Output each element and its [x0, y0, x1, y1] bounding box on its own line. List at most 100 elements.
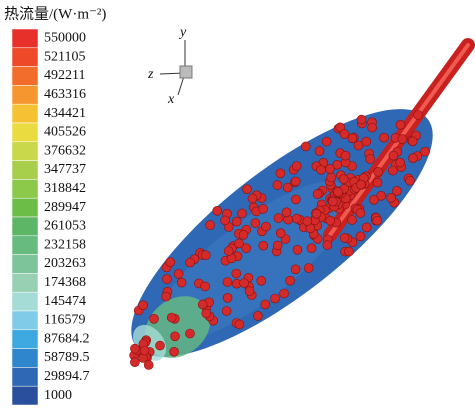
- particle: [276, 229, 285, 238]
- particle: [374, 167, 383, 176]
- legend-label: 261053: [44, 219, 86, 234]
- particle: [339, 175, 348, 184]
- particle: [313, 190, 322, 199]
- particle: [213, 206, 222, 215]
- particle: [162, 292, 171, 301]
- legend-swatch: [12, 292, 38, 311]
- legend-swatch: [12, 386, 38, 405]
- particle: [201, 251, 210, 260]
- particle: [238, 209, 247, 218]
- particle: [232, 217, 241, 226]
- axis-label: z: [147, 67, 154, 82]
- particle: [304, 264, 313, 273]
- particle: [224, 247, 233, 256]
- legend-label: 116579: [44, 313, 85, 328]
- legend-label: 318842: [44, 181, 86, 196]
- particle: [245, 287, 254, 296]
- particle: [232, 269, 241, 278]
- particle: [303, 217, 312, 226]
- particle: [261, 300, 270, 309]
- particle: [340, 130, 349, 139]
- particle: [380, 133, 389, 142]
- particle: [322, 137, 331, 146]
- legend-label: 87684.2: [44, 331, 90, 346]
- legend-label: 289947: [44, 200, 86, 215]
- particle: [276, 169, 285, 178]
- triad-cube: [180, 66, 192, 78]
- legend-swatch: [12, 236, 38, 255]
- particle: [293, 245, 302, 254]
- particle: [201, 282, 210, 291]
- particle: [414, 111, 423, 120]
- legend-label: 550000: [44, 31, 86, 46]
- particle: [325, 164, 334, 173]
- axis-label: x: [167, 92, 175, 107]
- particle: [348, 134, 357, 143]
- particle: [408, 137, 417, 146]
- legend-label: 492211: [44, 68, 85, 83]
- particle: [280, 289, 289, 298]
- screenshot: y z x 热流量/(W·m⁻²) 5500005211054922114633…: [0, 0, 475, 406]
- particle: [406, 176, 415, 185]
- particle: [202, 309, 211, 318]
- particle: [273, 181, 282, 190]
- particle: [139, 301, 148, 310]
- legend-label: 232158: [44, 237, 86, 252]
- particle: [198, 300, 207, 309]
- particle: [166, 258, 175, 267]
- legend-label: 203263: [44, 256, 86, 271]
- particle: [162, 275, 171, 284]
- particle: [130, 358, 139, 367]
- particle: [292, 162, 301, 171]
- legend-label: 376632: [44, 143, 86, 158]
- particle: [356, 209, 365, 218]
- legend-swatch: [12, 198, 38, 217]
- particle: [389, 151, 398, 160]
- legend-label: 521105: [44, 49, 85, 64]
- particle: [396, 120, 405, 129]
- legend-label: 463316: [44, 87, 86, 102]
- particle: [167, 313, 176, 322]
- particle: [283, 183, 292, 192]
- particle: [307, 244, 316, 253]
- legend-swatch: [12, 311, 38, 330]
- legend-swatch: [12, 367, 38, 386]
- particle: [257, 276, 266, 285]
- particle: [362, 223, 371, 232]
- particle: [326, 216, 335, 225]
- particle: [259, 204, 268, 213]
- particle: [348, 216, 357, 225]
- particle: [328, 197, 337, 206]
- particle: [273, 241, 282, 250]
- particle: [274, 214, 283, 223]
- legend-label: 58789.5: [44, 350, 90, 365]
- legend-title: 热流量/(W·m⁻²): [4, 5, 106, 22]
- legend-label: 347737: [44, 162, 86, 177]
- particle: [150, 314, 159, 323]
- particle: [248, 194, 257, 203]
- legend-label: 1000: [44, 388, 72, 403]
- particle: [251, 219, 260, 228]
- legend-swatch: [12, 142, 38, 161]
- particle: [235, 320, 244, 329]
- particle: [243, 185, 252, 194]
- particle: [235, 239, 244, 248]
- legend-swatch: [12, 67, 38, 86]
- particle: [177, 278, 186, 287]
- legend-swatch: [12, 179, 38, 198]
- particle: [356, 180, 365, 189]
- particle: [327, 173, 336, 182]
- legend-swatch: [12, 161, 38, 180]
- legend-swatch: [12, 104, 38, 123]
- particle: [373, 178, 382, 187]
- particle: [387, 193, 396, 202]
- legend-swatch: [12, 255, 38, 274]
- particle: [174, 269, 183, 278]
- particle: [409, 154, 418, 163]
- particle: [222, 307, 231, 316]
- particle: [291, 195, 300, 204]
- particle: [223, 278, 232, 287]
- particle: [344, 247, 353, 256]
- particle: [398, 135, 407, 144]
- legend-label: 405526: [44, 125, 86, 140]
